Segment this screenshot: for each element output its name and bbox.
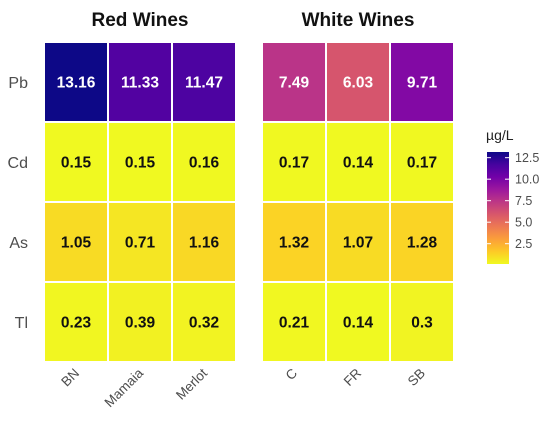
row-labels: Pb Cd As Tl [8,75,29,332]
cell-as-c [263,203,325,281]
row-label-pb: Pb [8,75,28,92]
row-label-cd: Cd [8,155,28,172]
legend-tick-label: 2.5 [515,237,532,251]
cell-label: 0.23 [61,315,92,332]
cell-label: 1.16 [189,235,220,252]
cell-label: 11.33 [121,75,159,92]
cell-label: 1.28 [407,235,438,252]
cell-label: 0.14 [343,155,374,172]
cell-pb-fr [327,43,389,121]
column-label-bn: BN [58,366,82,390]
legend-tick-label: 12.5 [515,151,539,165]
column-label-c: C [283,365,301,383]
cell-label: 0.3 [411,315,433,332]
legend-tick-label: 5.0 [515,216,532,230]
panel-white-wines: White Wines 7.49 6.03 9.71 0.17 0.14 0.17 1.32 1… [262,10,454,389]
cell-cd-fr [327,123,389,201]
cell-label: 0.32 [189,315,219,332]
cell-label: 0.17 [407,155,437,172]
cell-label: 9.71 [407,75,438,92]
cell-label: 0.17 [279,155,309,172]
heatmap-panels: Red Wines 13.16 11.33 11.47 0.15 0.15 0.16 1.05… [44,10,454,410]
cell-pb-merlot [173,43,235,121]
cell-label: 0.15 [61,155,92,172]
cell-tl-c [263,283,325,361]
cell-as-fr [327,203,389,281]
cell-tl-bn [45,283,107,361]
cell-as-sb [391,203,453,281]
cell-as-merlot [173,203,235,281]
cell-cd-merlot [173,123,235,201]
cell-cd-c [263,123,325,201]
cell-label: 1.32 [279,235,309,252]
legend-tick-label: 7.5 [515,194,532,208]
cell-label: 11.47 [185,75,223,92]
row-label-tl: Tl [15,315,28,332]
panel-title: Red Wines [92,10,189,31]
cell-pb-mamaia [109,43,171,121]
cell-label: 13.16 [57,75,96,92]
cell-as-bn [45,203,107,281]
cell-cd-bn [45,123,107,201]
cell-label: 0.14 [343,315,374,332]
cell-label: 0.39 [125,315,156,332]
column-label-mamaia: Mamaia [102,365,147,410]
column-label-merlot: Merlot [173,365,210,402]
column-label-fr: FR [341,365,365,389]
cell-label: 0.71 [125,235,156,252]
cell-label: 7.49 [279,75,310,92]
legend-title: µg/L [486,127,514,143]
cell-label: 0.21 [279,315,310,332]
cell-cd-sb [391,123,453,201]
cell-label: 0.15 [125,155,156,172]
panel-red-wines: Red Wines 13.16 11.33 11.47 0.15 0.15 0.16 1.05… [44,10,236,410]
cell-label: 0.16 [189,155,220,172]
cell-label: 1.07 [343,235,373,252]
legend-tick-label: 10.0 [515,173,539,187]
cell-label: 1.05 [61,235,92,252]
cell-pb-bn [45,43,107,121]
color-legend: µg/L12.5 10.0 7.5 5.0 2.5 [486,127,539,264]
cell-label: 6.03 [343,75,374,92]
cell-pb-sb [391,43,453,121]
cell-tl-fr [327,283,389,361]
legend-colorbar [487,152,509,264]
cell-tl-mamaia [109,283,171,361]
panel-title: White Wines [302,10,415,31]
cell-tl-sb [391,283,453,361]
column-label-sb: SB [405,366,428,389]
row-label-as: As [9,235,28,252]
cell-tl-merlot [173,283,235,361]
cell-pb-c [263,43,325,121]
cell-as-mamaia [109,203,171,281]
cell-cd-mamaia [109,123,171,201]
